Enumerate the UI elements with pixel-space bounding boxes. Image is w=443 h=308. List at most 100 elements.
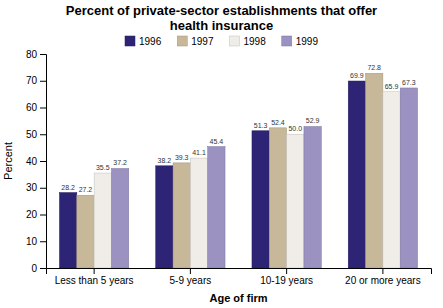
bar (366, 73, 383, 268)
y-tick: 40 (26, 156, 46, 167)
legend-item: 1996 (125, 36, 162, 47)
x-tick: 5-9 years (170, 268, 212, 286)
data-label: 35.5 (96, 164, 110, 171)
data-label: 52.9 (306, 117, 320, 124)
bar (287, 134, 304, 268)
bars (59, 73, 417, 268)
data-label: 38.2 (158, 157, 172, 164)
x-tick-mark (190, 268, 191, 274)
legend-label: 1996 (139, 36, 162, 47)
legend: 1996 1997 1998 1999 (125, 36, 318, 47)
data-label: 65.9 (385, 83, 399, 90)
legend-item: 1998 (230, 36, 267, 47)
y-tick-label: 60 (26, 102, 38, 113)
data-label: 28.2 (61, 184, 75, 191)
bar (59, 193, 76, 268)
x-tick-mark (94, 268, 95, 274)
bar (208, 147, 225, 268)
y-tick-label: 70 (26, 75, 38, 86)
legend-swatch (177, 36, 187, 46)
x-tick-label: 5-9 years (170, 275, 212, 286)
bar (304, 126, 321, 268)
x-axis: Less than 5 years 5-9 years 10-19 years 20 … (47, 268, 432, 286)
y-tick: 10 (26, 236, 46, 247)
y-tick-label: 40 (26, 156, 38, 167)
y-tick: 70 (26, 75, 46, 86)
x-tick-label: 10-19 years (260, 275, 313, 286)
data-label: 67.3 (402, 79, 416, 86)
y-axis-title: Percent (2, 142, 14, 180)
chart: Percent of private-sector establishments… (0, 0, 443, 308)
y-tick-mark (40, 81, 46, 82)
y-tick-mark (40, 54, 46, 55)
x-tick: Less than 5 years (55, 268, 134, 286)
y-axis: 0 10 20 30 40 50 60 70 80 (26, 49, 47, 274)
legend-swatch (125, 36, 135, 46)
y-tick-label: 20 (26, 209, 38, 220)
y-tick-label: 30 (26, 182, 38, 193)
legend-item: 1999 (282, 36, 319, 47)
y-tick-mark (40, 161, 46, 162)
x-tick-mark (382, 268, 383, 274)
legend-item: 1997 (177, 36, 214, 47)
bar (383, 92, 400, 268)
bar (156, 166, 173, 268)
y-tick: 20 (26, 209, 46, 220)
x-tick-label: 20 or more years (345, 275, 421, 286)
legend-label: 1997 (191, 36, 214, 47)
data-label: 72.8 (367, 64, 381, 71)
x-tick-mark (286, 268, 287, 274)
y-tick: 0 (31, 263, 46, 274)
y-tick-mark (40, 241, 46, 242)
data-label: 69.9 (350, 72, 364, 79)
legend-label: 1998 (244, 36, 267, 47)
legend-label: 1999 (296, 36, 319, 47)
y-tick-mark (40, 108, 46, 109)
bar (190, 158, 207, 268)
series (111, 88, 417, 268)
y-tick-mark (40, 215, 46, 216)
y-tick-mark (40, 134, 46, 135)
y-tick-mark (40, 268, 46, 269)
x-axis-line (47, 269, 432, 275)
data-label: 27.2 (79, 186, 93, 193)
data-label: 41.1 (192, 149, 206, 156)
data-label: 39.3 (175, 154, 189, 161)
y-tick-label: 80 (26, 49, 38, 60)
series (77, 73, 383, 268)
y-axis-line (40, 55, 47, 269)
title-line: Percent of private-sector establishments… (66, 3, 377, 18)
plot: 0 10 20 30 40 50 60 70 80 Less than 5 years 5-9 ye… (26, 49, 432, 286)
y-tick: 60 (26, 102, 46, 113)
bar (111, 168, 128, 268)
bar (94, 173, 111, 268)
x-axis-title: Age of firm (209, 292, 267, 304)
bar (252, 131, 269, 268)
y-tick-label: 50 (26, 129, 38, 140)
data-labels: 28.2 38.2 51.3 69.9 27.2 39.3 52.4 72.8 35.5 41.1… (61, 64, 415, 193)
title-line: health insurance (170, 18, 273, 33)
y-tick: 80 (26, 49, 46, 60)
bar (400, 88, 417, 268)
data-label: 37.2 (113, 159, 127, 166)
bar (348, 81, 365, 268)
x-tick: 10-19 years (260, 268, 313, 286)
y-tick-label: 10 (26, 236, 38, 247)
data-label: 51.3 (254, 122, 268, 129)
y-tick: 30 (26, 182, 46, 193)
data-label: 52.4 (271, 119, 285, 126)
x-tick-label: Less than 5 years (55, 275, 134, 286)
y-tick-mark (40, 188, 46, 189)
x-tick: 20 or more years (345, 268, 421, 286)
y-tick-label: 0 (31, 263, 37, 274)
series (94, 92, 400, 268)
y-tick: 50 (26, 129, 46, 140)
series (59, 81, 365, 268)
bar (269, 128, 286, 268)
title: Percent of private-sector establishments… (66, 3, 377, 33)
data-label: 50.0 (288, 125, 302, 132)
bar (77, 195, 94, 268)
bar (173, 163, 190, 268)
data-label: 45.4 (210, 138, 224, 145)
legend-swatch (282, 36, 292, 46)
